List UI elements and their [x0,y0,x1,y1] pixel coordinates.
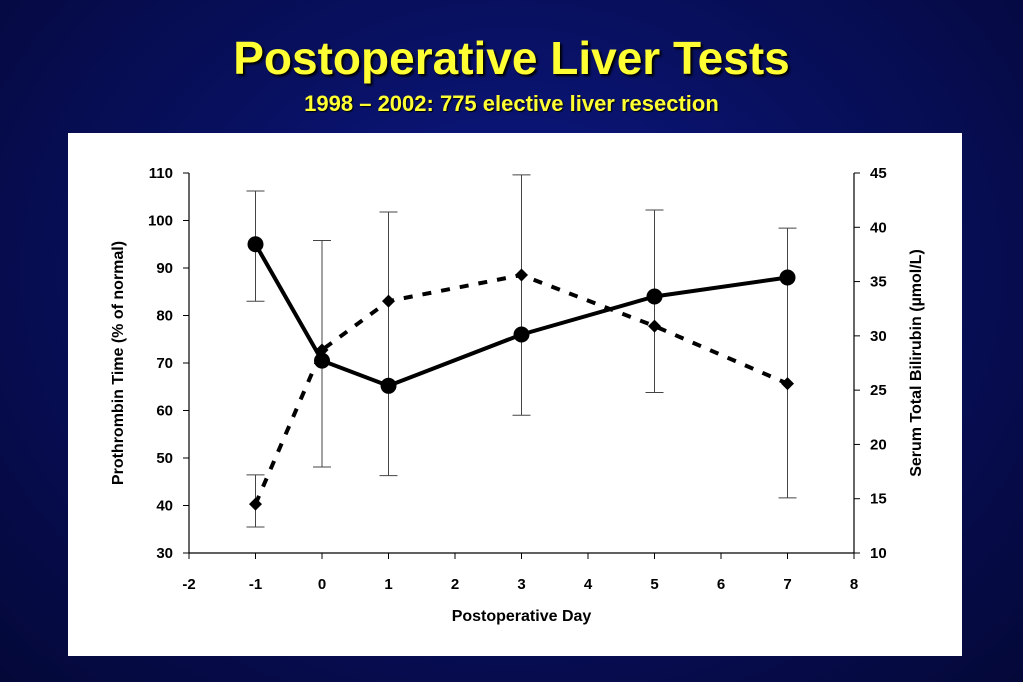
x-tick-label: 1 [384,576,392,593]
y-tick-label: 40 [156,498,173,515]
y-tick-label: 30 [156,545,173,562]
series-markers [247,236,796,511]
x-tick-label: -2 [182,576,195,593]
series-line-1 [253,273,789,505]
data-point-circle [314,352,330,369]
y-tick-label: 100 [148,213,173,230]
y2-tick-label: 15 [870,491,887,508]
x-tick-label: 3 [517,576,525,593]
y-tick-label: 60 [156,403,173,420]
page-subtitle: 1998 – 2002: 775 elective liver resectio… [304,91,719,116]
x-tick-label: 4 [584,576,593,593]
y-tick-label: 50 [156,450,173,467]
x-axis-title: Postoperative Day [452,608,592,625]
data-point-circle [779,269,796,286]
x-tick-label: 5 [650,576,658,593]
y2-tick-label: 10 [870,545,887,562]
x-tick-label: 6 [717,576,725,593]
data-point-diamond [249,497,262,511]
y-tick-label: 110 [149,165,173,182]
y2-tick-label: 45 [870,165,887,182]
chart-axes: -2 -1 0 1 2 3 4 5 6 7 8304050607080901001101015202… [148,165,887,593]
y-tick-label: 70 [156,355,173,372]
data-point-circle [646,288,663,305]
data-point-diamond [382,294,395,308]
series-line-0 [253,243,788,388]
y2-tick-label: 25 [870,382,887,399]
data-point-diamond [315,343,329,357]
y2-tick-label: 35 [870,274,887,291]
y2-tick-label: 30 [870,328,887,345]
data-point-circle [380,377,397,394]
x-tick-label: 7 [783,576,791,593]
y-axis-right-title: Serum Total Bilirubin (µmol/L) [908,249,925,477]
y2-tick-label: 20 [870,436,887,453]
data-point-diamond [515,268,528,282]
y2-tick-label: 40 [870,219,887,236]
y-tick-label: 90 [156,260,173,277]
y-axis-left-title: Prothrombin Time (% of normal) [110,241,127,485]
data-point-diamond [781,377,794,391]
x-tick-label: -1 [249,576,262,593]
data-point-circle [247,236,264,253]
series-lines [253,243,789,505]
line-chart: -2 -1 0 1 2 3 4 5 6 7 8304050607080901001101015202… [110,165,925,625]
chart-panel: -2 -1 0 1 2 3 4 5 6 7 8 30 40 50 60 70 80 90 100 110 10 15 20 2… [68,133,962,656]
x-tick-label: 0 [318,576,326,593]
y-tick-label: 80 [156,308,173,325]
data-point-circle [513,326,530,343]
x-tick-label: 2 [451,576,459,593]
error-bars [246,174,797,528]
x-tick-label: 8 [850,576,858,593]
data-point-diamond [648,319,661,333]
page-title: Postoperative Liver Tests [233,32,790,84]
